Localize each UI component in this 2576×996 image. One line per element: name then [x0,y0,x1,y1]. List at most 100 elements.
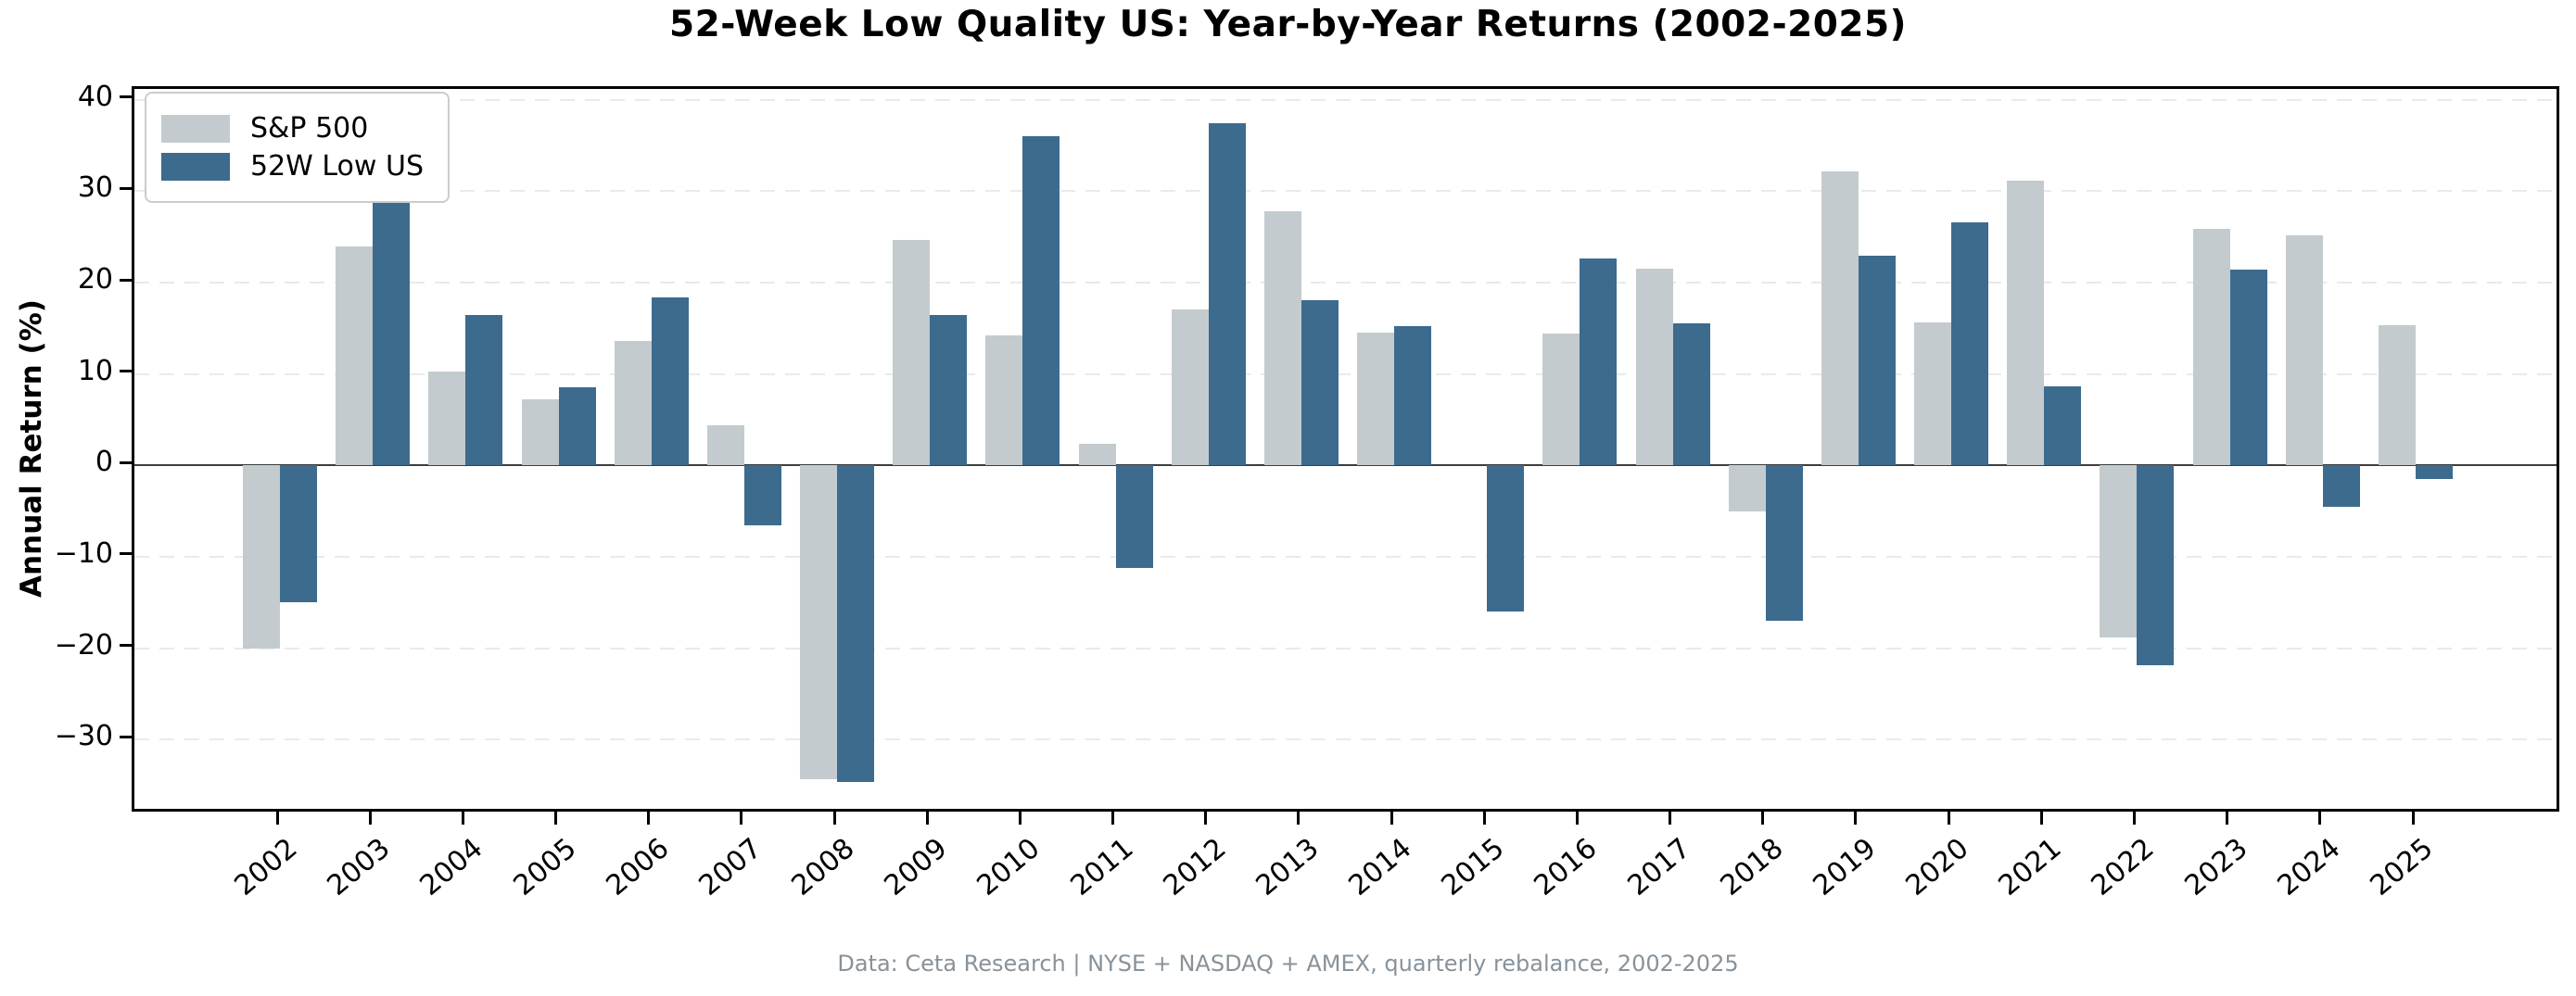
x-tick-label: 2015 [1435,832,1511,902]
x-tick-label: 2016 [1528,832,1604,902]
legend-item-label: 52W Low US [250,150,424,183]
bar-52w-low-2016 [1580,258,1618,466]
gridline [134,647,2557,649]
bar-52w-low-2002 [280,465,317,603]
x-tick-mark [1390,812,1393,825]
x-tick-label: 2006 [600,832,676,902]
bar-52w-low-2020 [1951,221,1989,466]
x-tick-label: 2002 [228,832,304,902]
bar-52w-low-2013 [1301,299,1339,466]
plot-area [132,86,2559,812]
x-tick-mark [1297,812,1301,825]
gridline [134,555,2557,558]
bar-sp500-2025 [2379,325,2416,466]
bar-52w-low-2009 [930,314,968,466]
x-tick-label: 2008 [785,832,861,902]
bar-sp500-2018 [1728,465,1766,511]
bar-sp500-2005 [521,399,559,466]
bar-52w-low-2005 [558,387,596,466]
x-tick-label: 2011 [1064,832,1140,902]
x-tick-mark [832,812,836,825]
bar-52w-low-2023 [2229,270,2267,466]
y-tick-label: 20 [77,263,113,296]
y-tick-mark [120,735,132,738]
bar-52w-low-2024 [2322,465,2360,507]
bar-52w-low-2011 [1115,465,1153,568]
bar-52w-low-2015 [1487,465,1525,612]
y-tick-label: 10 [77,354,113,387]
bar-sp500-2021 [2007,180,2045,466]
x-tick-label: 2018 [1714,832,1790,902]
bar-sp500-2002 [243,465,280,649]
gridline [134,372,2557,375]
bar-sp500-2010 [985,335,1023,466]
bar-sp500-2016 [1542,334,1580,466]
zero-line [134,464,2557,467]
x-tick-mark [275,812,279,825]
bar-52w-low-2018 [1765,465,1803,621]
bar-sp500-2019 [1821,170,1859,466]
x-tick-mark [2132,812,2136,825]
bar-52w-low-2017 [1672,323,1710,466]
footer-caption: Data: Ceta Research | NYSE + NASDAQ + AM… [837,951,1739,977]
x-tick-mark [1575,812,1579,825]
bar-sp500-2007 [706,424,744,466]
bar-52w-low-2014 [1394,326,1432,466]
x-tick-mark [1947,812,1950,825]
y-tick-label: −10 [54,536,113,570]
x-tick-label: 2014 [1342,832,1418,902]
x-tick-label: 2004 [413,832,489,902]
bar-52w-low-2025 [2416,465,2453,480]
y-tick-mark [120,460,132,464]
y-tick-label: 0 [95,446,113,479]
x-tick-label: 2010 [971,832,1047,902]
y-tick-label: −20 [54,628,113,662]
bar-52w-low-2010 [1022,136,1060,466]
x-tick-mark [1018,812,1022,825]
bar-52w-low-2019 [1858,256,1896,466]
legend: S&P 500 52W Low US [145,92,450,203]
bar-52w-low-2021 [2044,386,2082,466]
x-tick-mark [368,812,372,825]
bar-sp500-2022 [2100,465,2138,637]
x-tick-label: 2019 [1807,832,1883,902]
bar-sp500-2013 [1263,211,1301,466]
x-tick-mark [925,812,929,825]
legend-item-label: S&P 500 [250,112,369,145]
bar-52w-low-2004 [465,314,503,466]
y-tick-mark [120,278,132,282]
legend-swatch [161,152,230,181]
x-tick-label: 2013 [1250,832,1326,902]
x-tick-mark [1111,812,1115,825]
bar-sp500-2012 [1171,309,1209,466]
x-tick-mark [647,812,651,825]
x-tick-label: 2022 [2085,832,2161,902]
y-tick-mark [120,370,132,373]
bar-sp500-2011 [1078,443,1116,466]
chart-title: 52-Week Low Quality US: Year-by-Year Ret… [668,4,1908,45]
x-tick-mark [1204,812,1208,825]
x-tick-mark [461,812,464,825]
gridline [134,190,2557,193]
x-tick-mark [2039,812,2043,825]
x-tick-label: 2009 [878,832,954,902]
legend-swatch [161,114,230,143]
x-tick-label: 2020 [1899,832,1975,902]
x-tick-label: 2025 [2364,832,2440,902]
gridline [134,738,2557,741]
bar-52w-low-2006 [651,296,689,466]
bar-sp500-2014 [1357,333,1395,466]
bar-52w-low-2007 [743,465,781,526]
x-tick-label: 2005 [507,832,583,902]
x-tick-label: 2023 [2178,832,2254,902]
bar-sp500-2006 [614,341,652,466]
x-tick-label: 2007 [692,832,768,902]
y-tick-mark [120,95,132,99]
bar-sp500-2003 [336,246,374,466]
gridline [134,282,2557,284]
y-tick-label: −30 [54,720,113,753]
bar-52w-low-2008 [837,465,875,783]
x-tick-mark [1669,812,1672,825]
x-tick-mark [1854,812,1858,825]
